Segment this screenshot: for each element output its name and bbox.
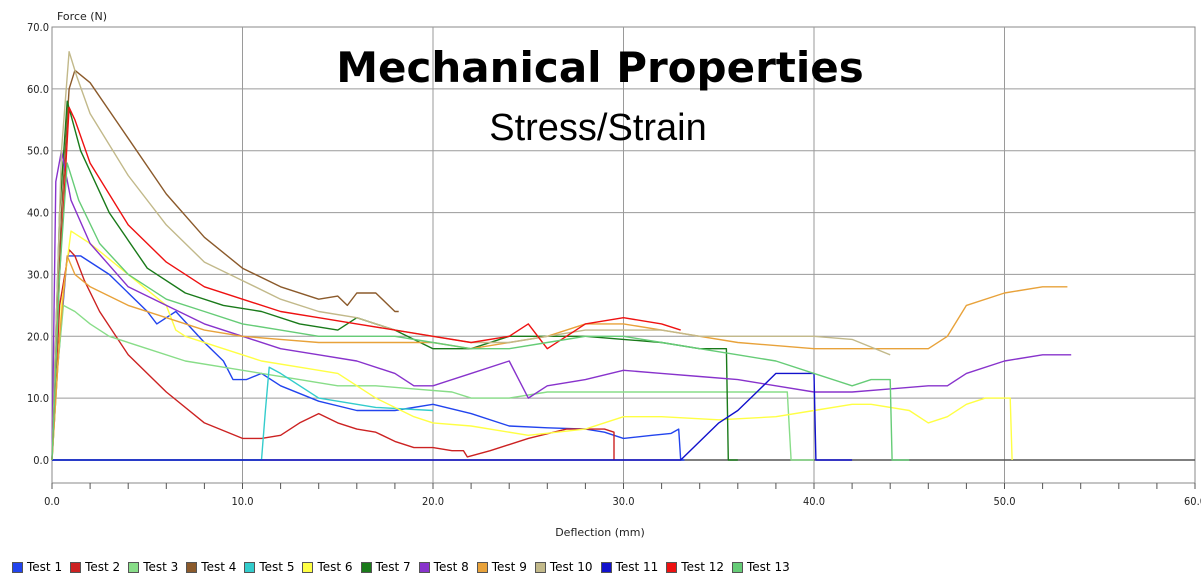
y-tick-label: 20.0 <box>27 330 49 343</box>
legend-label: Test 10 <box>549 560 593 574</box>
series-line-test-12 <box>51 106 681 461</box>
legend-item-test-6: Test 6 <box>302 560 353 574</box>
legend-swatch <box>244 561 256 573</box>
legend-label: Test 8 <box>433 560 469 574</box>
legend-swatch <box>418 561 430 573</box>
legend-swatch <box>732 561 743 573</box>
legend-swatch <box>12 561 23 573</box>
x-tick-label: 40.0 <box>803 495 825 508</box>
legend-label: Test 12 <box>681 560 724 574</box>
legend-item-test-8: Test 8 <box>418 560 469 574</box>
series-line-test-3 <box>51 304 814 461</box>
x-tick-label: 50.0 <box>993 495 1015 508</box>
y-tick-label: 40.0 <box>27 207 49 220</box>
legend-swatch <box>70 561 82 573</box>
legend-swatch <box>666 561 678 573</box>
legend-item-test-7: Test 7 <box>360 560 411 574</box>
legend-label: Test 4 <box>201 560 237 574</box>
legend-item-test-12: Test 12 <box>666 560 724 574</box>
series-line-test-4 <box>51 69 399 461</box>
legend-item-test-13: Test 13 <box>732 560 790 574</box>
x-minor-ticks <box>51 483 1196 489</box>
y-axis-ticks: 0.0 10.0 20.0 30.0 40.0 50.0 60.0 70.0 <box>27 21 49 467</box>
chart-title: Mechanical Properties <box>336 43 864 92</box>
x-tick-label: 30.0 <box>612 495 634 508</box>
x-tick-label: 20.0 <box>422 495 444 508</box>
series-line-test-13 <box>51 162 910 461</box>
y-tick-label: 30.0 <box>27 268 49 281</box>
chart-subtitle: Stress/Strain <box>489 107 707 149</box>
x-tick-label: 60.0 <box>1184 495 1201 508</box>
series-line-test-8 <box>51 149 1072 461</box>
y-tick-label: 50.0 <box>27 145 49 158</box>
legend-item-test-11: Test 11 <box>600 560 659 574</box>
series-line-test-2 <box>51 248 615 461</box>
series-line-test-1 <box>51 255 685 461</box>
x-tick-label: 10.0 <box>231 495 253 508</box>
legend-item-test-9: Test 9 <box>476 560 527 574</box>
legend-label: Test 7 <box>375 560 411 574</box>
y-tick-label: 60.0 <box>27 83 49 96</box>
legend-item-test-4: Test 4 <box>186 560 236 574</box>
legend-swatch <box>186 561 198 573</box>
y-tick-label: 10.0 <box>27 392 49 405</box>
x-axis-ticks: 0.0 10.0 20.0 30.0 40.0 50.0 60.0 <box>44 495 1201 508</box>
x-tick-label: 0.0 <box>44 495 60 508</box>
chart-legend: Test 1 Test 2 Test 3 Test 4 Test 5 Test 6 Test… <box>12 556 1192 578</box>
legend-label: Test 11 <box>615 560 659 574</box>
legend-label: Test 2 <box>85 560 121 574</box>
legend-item-test-1: Test 1 <box>12 560 62 574</box>
legend-label: Test 13 <box>747 560 790 574</box>
legend-item-test-3: Test 3 <box>128 560 178 574</box>
y-axis-label: Force (N) <box>57 10 107 23</box>
series-line-test-6 <box>51 230 1013 461</box>
legend-swatch <box>476 561 488 573</box>
legend-label: Test 3 <box>143 560 179 574</box>
legend-swatch <box>302 561 314 573</box>
legend-swatch <box>534 561 546 573</box>
legend-item-test-2: Test 2 <box>70 560 120 574</box>
legend-swatch <box>128 561 140 573</box>
legend-swatch <box>600 561 612 573</box>
legend-label: Test 6 <box>317 560 353 574</box>
legend-item-test-5: Test 5 <box>244 560 294 574</box>
legend-swatch <box>360 561 372 573</box>
data-series <box>51 51 1072 461</box>
legend-label: Test 5 <box>259 560 295 574</box>
legend-item-test-10: Test 10 <box>534 560 593 574</box>
legend-label: Test 9 <box>491 560 527 574</box>
x-axis-label: Deflection (mm) <box>555 526 645 539</box>
y-tick-label: 70.0 <box>27 21 49 34</box>
legend-label: Test 1 <box>27 560 63 574</box>
y-tick-label: 0.0 <box>33 454 49 467</box>
